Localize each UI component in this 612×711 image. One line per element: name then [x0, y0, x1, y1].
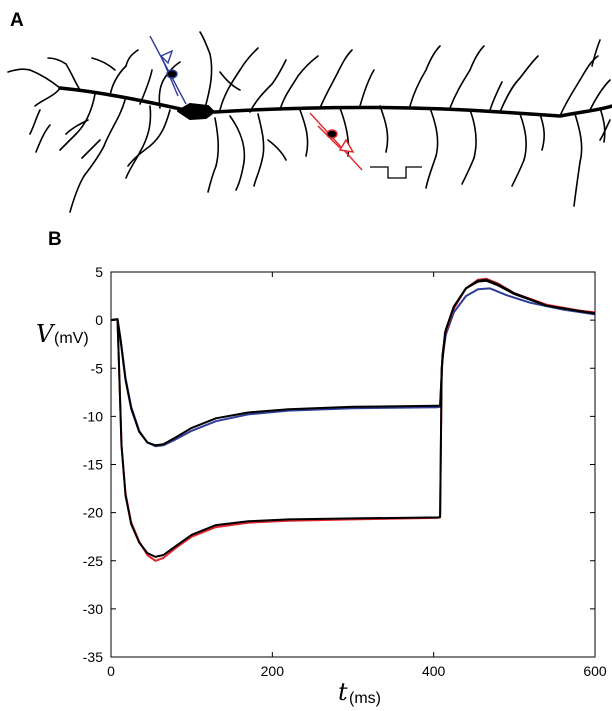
y-tick-label: -5 [91, 360, 104, 376]
y-tick-label: -10 [83, 408, 103, 424]
recording-electrode [149, 35, 187, 105]
stimulus-electrode [309, 112, 363, 171]
left-dendrites [7, 49, 181, 213]
plot-frame [110, 271, 596, 658]
stimulus-pulse-icon [370, 166, 422, 179]
x-tick-label: 400 [422, 663, 446, 679]
y-tick-label: -35 [83, 649, 103, 665]
right-dendrites [409, 39, 611, 207]
x-tick-label: 200 [261, 663, 285, 679]
y-tick-label: -30 [83, 601, 103, 617]
panel-label-a: A [10, 10, 24, 31]
series-line-3 [110, 278, 596, 558]
main-dendrite [58, 86, 612, 118]
y-tick-label: -15 [83, 457, 103, 473]
neuron-morphology [7, 31, 612, 213]
ticks-layer: 0 200 400 600 5 0 -5 -10 -15 -20 -25 -30 -35 [83, 264, 607, 679]
middle-dendrites [199, 31, 389, 193]
y-tick-label: 5 [95, 264, 103, 280]
series-layer [110, 277, 596, 562]
plot-area [110, 271, 596, 658]
panel-label-b: B [48, 229, 62, 250]
y-tick-label: -25 [83, 553, 103, 569]
x-axis-label-unit: (ms) [349, 690, 381, 707]
x-tick-label: 0 [107, 663, 115, 679]
x-axis-label-symbol: t [338, 678, 348, 706]
y-tick-label: -20 [83, 505, 103, 521]
series-line-2 [110, 279, 596, 447]
y-tick-label: 0 [95, 312, 103, 328]
series-line-0 [110, 287, 596, 448]
y-axis-label-symbol: V [36, 320, 56, 348]
x-tick-label: 600 [583, 663, 607, 679]
y-axis-label-unit: (mV) [54, 330, 89, 347]
